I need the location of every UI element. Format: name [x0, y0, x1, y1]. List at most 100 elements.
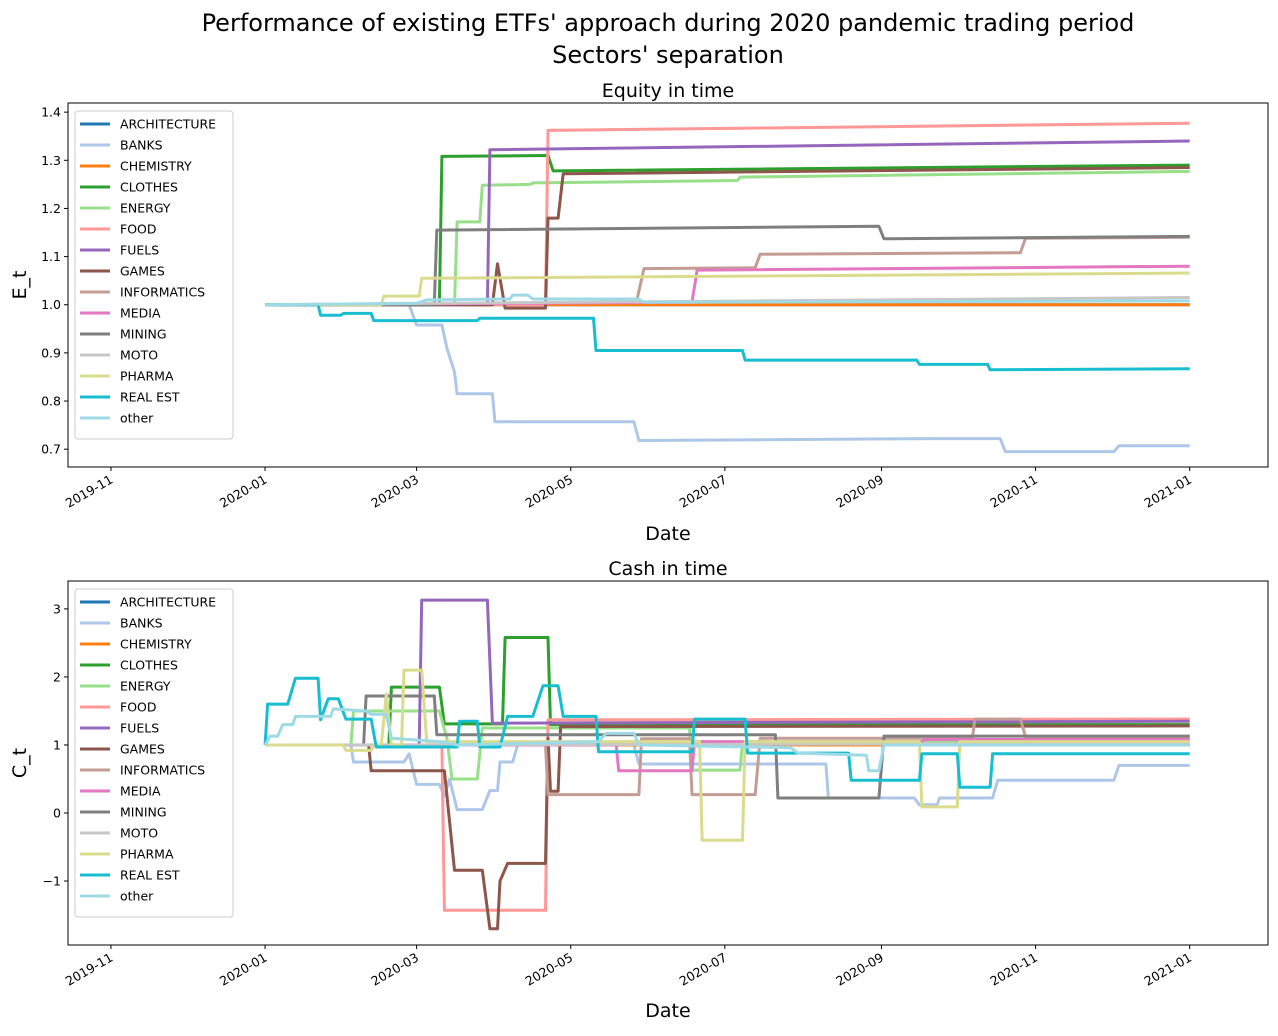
cash-legend-item: CLOTHES — [80, 658, 178, 673]
equity-legend-item: FOOD — [80, 222, 157, 237]
legend-label: CHEMISTRY — [120, 637, 192, 652]
cash-y-tick-label: 1 — [53, 737, 61, 752]
equity-line-games — [265, 166, 1190, 310]
legend-label: FUELS — [120, 721, 159, 736]
equity-line-other — [265, 293, 1190, 307]
equity-legend-item: GAMES — [80, 264, 165, 279]
equity-y-tick-label: 1.4 — [41, 105, 61, 120]
legend-label: MINING — [120, 327, 167, 342]
cash-legend-item: ARCHITECTURE — [80, 595, 216, 610]
legend-label: MEDIA — [120, 306, 161, 321]
cash-legend-item: REAL EST — [80, 868, 180, 883]
legend-label: INFORMATICS — [120, 763, 205, 778]
legend-label: PHARMA — [120, 847, 174, 862]
legend-label: ENERGY — [120, 679, 171, 694]
equity-y-axis-label: E_t — [9, 271, 31, 300]
cash-legend-item: MEDIA — [80, 784, 161, 799]
legend-label: other — [120, 411, 154, 426]
equity-y-tick-label: 0.7 — [41, 442, 61, 457]
equity-plot-area — [265, 121, 1190, 454]
cash-line-other — [263, 707, 1190, 773]
legend-label: other — [120, 889, 154, 904]
cash-y-tick-label: 3 — [53, 601, 61, 616]
cash-line-informatics — [265, 717, 1190, 797]
equity-legend-item: ARCHITECTURE — [80, 117, 216, 132]
cash-line-real-est — [263, 676, 1190, 789]
legend-label: REAL EST — [120, 390, 180, 405]
cash-line-clothes — [265, 636, 1190, 747]
legend-label: MEDIA — [120, 784, 161, 799]
equity-y-tick-label: 0.8 — [41, 394, 61, 409]
legend-label: PHARMA — [120, 369, 174, 384]
equity-legend-item: MEDIA — [80, 306, 161, 321]
legend-label: FOOD — [120, 222, 157, 237]
equity-y-tick-label: 1.1 — [41, 249, 61, 264]
legend-label: ARCHITECTURE — [120, 595, 216, 610]
equity-y-tick-label: 0.9 — [41, 345, 61, 360]
cash-legend-item: MINING — [80, 805, 167, 820]
cash-legend-item: MOTO — [80, 826, 158, 841]
legend-label: BANKS — [120, 138, 163, 153]
cash-axes-frame — [67, 580, 1269, 946]
legend-label: GAMES — [120, 742, 165, 757]
legend-label: CHEMISTRY — [120, 159, 192, 174]
cash-legend-box — [74, 588, 234, 918]
legend-label: FUELS — [120, 243, 159, 258]
equity-legend-item: MOTO — [80, 348, 158, 363]
legend-label: MOTO — [120, 348, 158, 363]
legend-label: FOOD — [120, 700, 157, 715]
equity-legend: ARCHITECTURE BANKS CHEMISTRY CLOTHES ENERGY F… — [74, 110, 234, 440]
cash-subplot-title: Cash in time — [608, 558, 727, 580]
equity-legend-item: PHARMA — [80, 369, 174, 384]
cash-line-media — [265, 738, 1190, 773]
equity-y-tick-label: 1.0 — [41, 297, 61, 312]
equity-x-axis-label: Date — [645, 523, 690, 545]
equity-legend-box — [74, 110, 234, 440]
legend-label: CLOTHES — [120, 180, 178, 195]
cash-x-axis-label: Date — [645, 1000, 690, 1022]
figure-title-line1: Performance of existing ETFs' approach d… — [202, 9, 1135, 37]
legend-label: MINING — [120, 805, 167, 820]
equity-legend-item: other — [80, 411, 154, 426]
cash-y-tick-label: −1 — [43, 874, 61, 889]
cash-y-axis-label: C_t — [9, 748, 31, 778]
equity-subplot: Equity in time Date E_t 0.7 0.8 0.9 1.0 1.1 1… — [9, 80, 1269, 545]
cash-line-games — [265, 724, 1190, 931]
legend-label: INFORMATICS — [120, 285, 205, 300]
equity-line-energy — [265, 169, 1190, 307]
cash-legend: ARCHITECTURE BANKS CHEMISTRY CLOTHES ENERGY F… — [74, 588, 234, 918]
equity-y-tick-label: 1.3 — [41, 153, 61, 168]
cash-legend-item: INFORMATICS — [80, 763, 205, 778]
legend-label: BANKS — [120, 616, 163, 631]
equity-legend-item: CHEMISTRY — [80, 159, 192, 174]
legend-label: REAL EST — [120, 868, 180, 883]
equity-legend-item: INFORMATICS — [80, 285, 205, 300]
legend-label: GAMES — [120, 264, 165, 279]
equity-axes-frame — [67, 102, 1269, 468]
equity-legend-item: ENERGY — [80, 201, 171, 216]
equity-legend-item: BANKS — [80, 138, 163, 153]
equity-legend-item: FUELS — [80, 243, 159, 258]
cash-legend-item: ENERGY — [80, 679, 171, 694]
legend-label: CLOTHES — [120, 658, 178, 673]
cash-legend-item: other — [80, 889, 154, 904]
equity-y-tick-label: 1.2 — [41, 201, 61, 216]
equity-line-banks — [265, 303, 1190, 454]
legend-label: MOTO — [120, 826, 158, 841]
cash-line-pharma — [265, 668, 1190, 842]
cash-legend-item: PHARMA — [80, 847, 174, 862]
legend-label: ENERGY — [120, 201, 171, 216]
equity-subplot-title: Equity in time — [602, 80, 734, 102]
cash-legend-item: GAMES — [80, 742, 165, 757]
figure-title-line2: Sectors' separation — [552, 41, 784, 69]
cash-plot-area — [263, 598, 1190, 931]
cash-y-tick-label: 0 — [53, 806, 61, 821]
legend-label: ARCHITECTURE — [120, 117, 216, 132]
equity-legend-item: REAL EST — [80, 390, 180, 405]
equity-legend-item: MINING — [80, 327, 167, 342]
cash-legend-item: FUELS — [80, 721, 159, 736]
cash-y-tick-label: 2 — [53, 669, 61, 684]
equity-line-informatics — [265, 235, 1190, 307]
equity-line-real-est — [265, 303, 1190, 372]
